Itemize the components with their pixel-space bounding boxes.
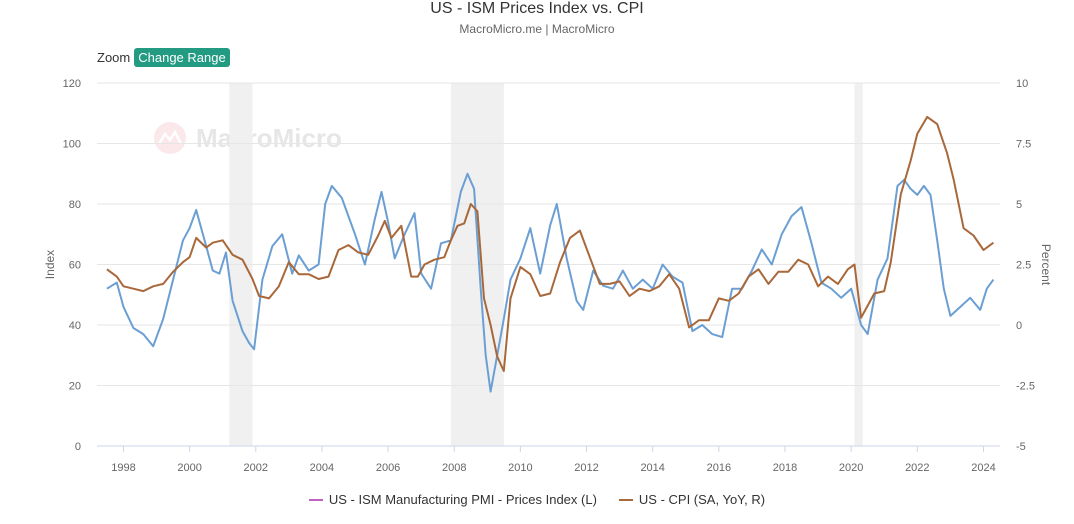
y-left-tick-label: 20 <box>69 381 81 393</box>
x-tick-label: 2008 <box>442 462 466 474</box>
change-range-button[interactable]: Change Range <box>134 48 230 67</box>
gridlines <box>97 82 1000 447</box>
x-tick-label: 2000 <box>177 462 201 474</box>
y-right-tick-label: 2.5 <box>1016 260 1031 272</box>
x-tick-label: 2014 <box>640 462 664 474</box>
y-left-tick-label: 60 <box>69 260 81 272</box>
y-right-tick-label: 10 <box>1016 78 1028 90</box>
y-axis-left-title: Index <box>43 250 57 279</box>
y-left-tick-label: 120 <box>63 78 81 90</box>
legend-label-pmi: US - ISM Manufacturing PMI - Prices Inde… <box>328 492 597 507</box>
y-left-tick-label: 40 <box>69 320 81 332</box>
x-tick-label: 2020 <box>839 462 863 474</box>
y-right-tick-label: -5 <box>1016 441 1026 453</box>
x-tick-label: 2010 <box>508 462 532 474</box>
legend-label-cpi: US - CPI (SA, YoY, R) <box>638 492 766 507</box>
x-tick-label: 2016 <box>707 462 731 474</box>
series-line-pmi <box>106 172 995 393</box>
legend-swatch-pmi <box>308 498 323 501</box>
x-tick-label: 2006 <box>376 462 400 474</box>
chart-title: US - ISM Prices Index vs. CPI <box>430 0 644 17</box>
y-right-tick-label: 0 <box>1016 320 1022 332</box>
y-left-tick-label: 0 <box>75 441 81 453</box>
y-left-tick-label: 80 <box>69 199 81 211</box>
chart-plot: 0 20 40 60 80 100 120 -5 -2.5 0 2.5 5 7.5 10 1998 2000 2… <box>43 78 1053 474</box>
x-tick-label: 2024 <box>971 462 995 474</box>
legend: US - ISM Manufacturing PMI - Prices Inde… <box>0 492 1074 507</box>
y-axis-right-title: Percent <box>1039 244 1053 286</box>
x-tick-label: 2018 <box>773 462 797 474</box>
series-line-cpi <box>106 115 994 372</box>
chart-subtitle: MacroMicro.me | MacroMicro <box>459 22 615 36</box>
x-tick-label: 2002 <box>244 462 268 474</box>
x-tick-label: 2012 <box>574 462 598 474</box>
zoom-label: Zoom <box>97 50 131 65</box>
x-tick-label: 2022 <box>905 462 929 474</box>
legend-item-cpi[interactable]: US - CPI (SA, YoY, R) <box>618 492 766 507</box>
y-right-tick-label: -2.5 <box>1016 381 1035 393</box>
zoom-bar: Zoom Change Range <box>97 48 230 67</box>
legend-swatch-cpi <box>618 498 633 501</box>
x-tick-label: 1998 <box>111 462 135 474</box>
series-lines <box>106 115 995 393</box>
y-left-tick-label: 100 <box>63 139 81 151</box>
y-right-tick-label: 7.5 <box>1016 139 1031 151</box>
axes: 0 20 40 60 80 100 120 -5 -2.5 0 2.5 5 7.5 10 1998 2000 2… <box>43 78 1053 474</box>
legend-item-pmi[interactable]: US - ISM Manufacturing PMI - Prices Inde… <box>308 492 597 507</box>
x-tick-label: 2004 <box>310 462 334 474</box>
y-right-tick-label: 5 <box>1016 199 1022 211</box>
